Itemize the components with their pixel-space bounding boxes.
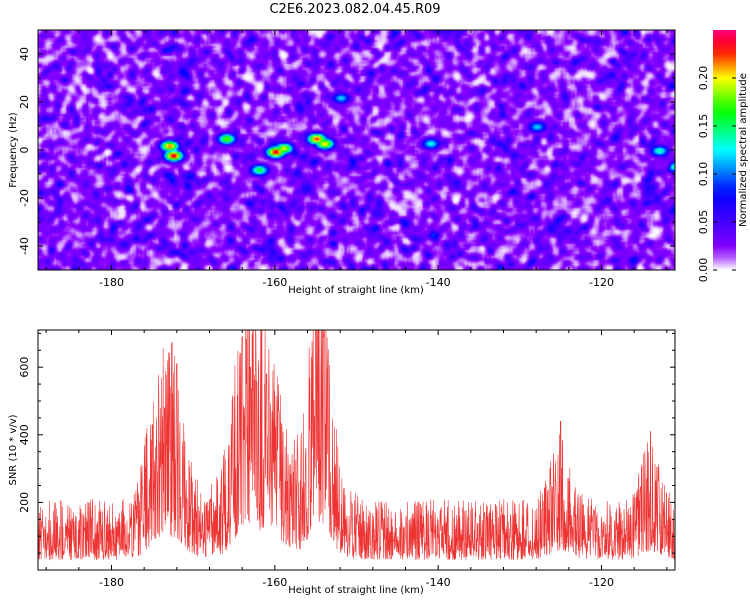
colorbar-tick-label: 0.05 (697, 210, 710, 235)
page-title: C2E6.2023.082.04.45.R09 (269, 2, 441, 17)
snr-frame (37, 329, 676, 571)
spectrogram-image (38, 30, 675, 270)
colorbar-tick-label: 0.10 (697, 162, 710, 187)
heatmap-axes: -180 -160 -140 -120 -40 -20 0 20 40 (18, 29, 675, 289)
colorbar-axes: 0.00 0.05 0.10 0.15 0.20 (697, 66, 736, 283)
colorbar-tick-label: 0.00 (697, 258, 710, 283)
heatmap-y-tick-label: 40 (18, 47, 31, 61)
heatmap-x-tick-label: -180 (99, 276, 124, 289)
heatmap-x-tick-label: -120 (589, 276, 614, 289)
heatmap-y-tick-label: -40 (18, 237, 31, 255)
snr-x-tick-label: -140 (426, 576, 451, 589)
snr-series-line (38, 330, 675, 561)
heatmap-y-tick-label: 20 (18, 95, 31, 109)
snr-x-axis-label: Height of straight line (km) (288, 585, 424, 596)
heatmap-x-axis-label: Height of straight line (km) (288, 285, 424, 296)
snr-x-tick-label: -180 (99, 576, 124, 589)
snr-y-axis-label: SNR (10 * v/v) (8, 414, 19, 485)
heatmap-y-tick-label: 0 (18, 147, 31, 154)
heatmap-y-axis-label: Frequency (Hz) (8, 112, 19, 188)
spectrogram-heatmap (38, 30, 675, 270)
colorbar (713, 30, 736, 270)
heatmap-y-tick-label: -20 (18, 189, 31, 207)
snr-y-tick-label: 600 (18, 357, 31, 378)
colorbar-tick-label: 0.20 (697, 66, 710, 91)
heatmap-x-tick-label: -140 (426, 276, 451, 289)
colorbar-tick-label: 0.15 (697, 114, 710, 139)
snr-x-tick-label: -120 (589, 576, 614, 589)
snr-y-tick-label: 200 (18, 492, 31, 513)
colorbar-label: Normalized spectral amplitude (738, 73, 749, 227)
snr-axes: -180 -160 -140 -120 200 400 600 (18, 330, 675, 589)
snr-y-tick-label: 400 (18, 424, 31, 445)
snr-line-plot (38, 330, 675, 561)
heatmap-x-tick-label: -160 (262, 276, 287, 289)
snr-x-tick-label: -160 (262, 576, 287, 589)
